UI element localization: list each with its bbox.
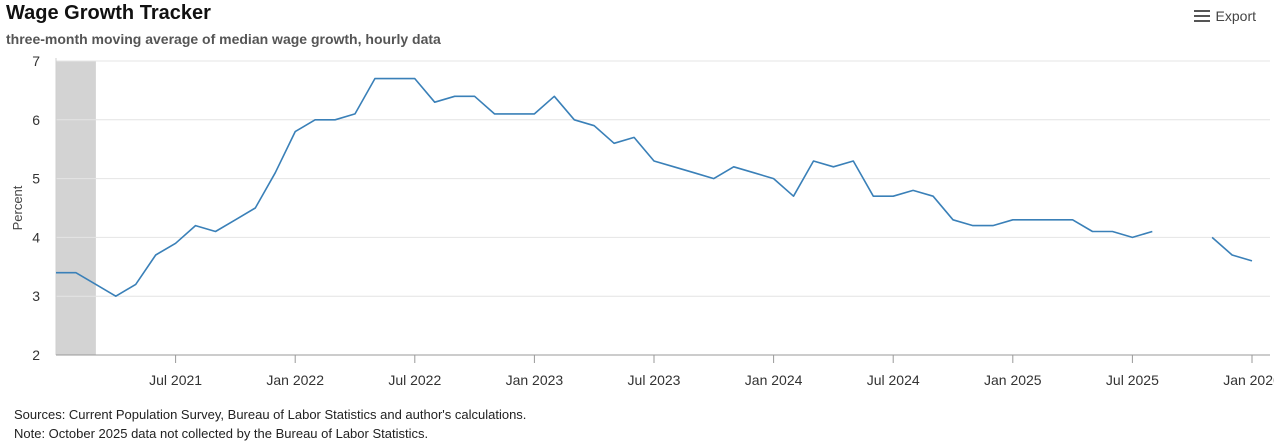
export-button[interactable]: Export xyxy=(1193,8,1256,24)
y-tick-label: 5 xyxy=(32,171,40,187)
x-tick-label: Jan 2024 xyxy=(745,372,803,388)
y-tick-label: 4 xyxy=(32,229,40,245)
x-tick-label: Jan 2022 xyxy=(266,372,324,388)
shaded-region xyxy=(56,61,96,355)
y-tick-label: 7 xyxy=(32,53,40,69)
chart-subtitle: three-month moving average of median wag… xyxy=(6,31,441,47)
hamburger-menu-icon xyxy=(1193,10,1210,22)
series-line xyxy=(1211,236,1253,262)
x-tick-label: Jan 2026 xyxy=(1223,372,1274,388)
x-tick-label: Jul 2024 xyxy=(867,372,920,388)
export-label: Export xyxy=(1215,8,1256,24)
y-tick-label: 2 xyxy=(32,347,40,363)
series-line xyxy=(56,77,1153,298)
x-tick-label: Jul 2025 xyxy=(1106,372,1159,388)
x-tick-label: Jul 2023 xyxy=(628,372,681,388)
y-tick-label: 3 xyxy=(32,288,40,304)
x-tick-label: Jul 2021 xyxy=(149,372,202,388)
data-note: Note: October 2025 data not collected by… xyxy=(14,426,429,441)
chart-title: Wage Growth Tracker xyxy=(6,2,211,24)
y-tick-label: 6 xyxy=(32,112,40,128)
x-tick-label: Jan 2023 xyxy=(506,372,564,388)
y-axis-title: Percent xyxy=(10,185,25,230)
sources-note: Sources: Current Population Survey, Bure… xyxy=(14,407,527,422)
x-tick-label: Jan 2025 xyxy=(984,372,1042,388)
x-tick-label: Jul 2022 xyxy=(388,372,441,388)
